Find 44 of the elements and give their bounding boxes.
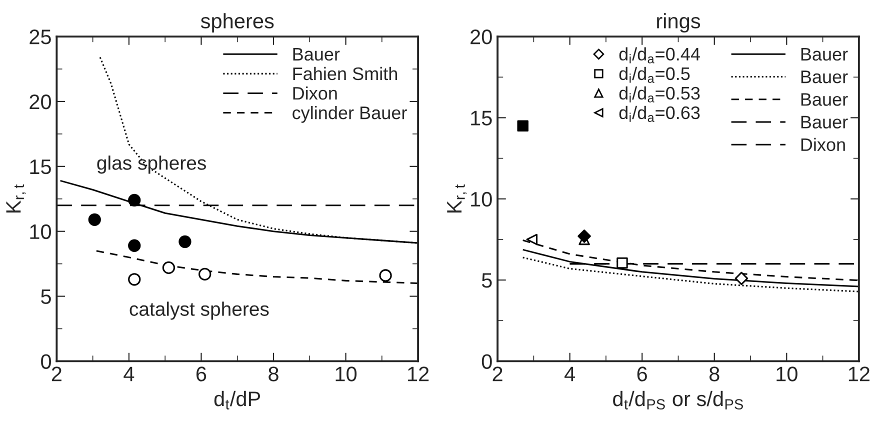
x-tick-label: 6 bbox=[196, 366, 206, 382]
x-tick-label: 8 bbox=[268, 366, 278, 382]
y-tick-label: 20 bbox=[470, 30, 492, 44]
legend-label: Bauer bbox=[801, 70, 848, 84]
legend-label: Bauer bbox=[801, 116, 848, 128]
x-tick-label: 8 bbox=[709, 366, 720, 382]
x-tick-label: 2 bbox=[492, 366, 502, 382]
x-tick-label: 4 bbox=[124, 366, 134, 382]
x-tick-label: 2 bbox=[52, 366, 62, 382]
y-axis-title: K$_{r,t}$ bbox=[447, 184, 467, 212]
y-tick-label: 20 bbox=[30, 94, 52, 110]
y-tick-label: 15 bbox=[30, 160, 51, 174]
y-tick-label: 10 bbox=[471, 192, 492, 207]
legend-label: d$_{i}$/d$_{a}$=0.53 bbox=[619, 86, 700, 102]
annotation: glas spheres bbox=[97, 156, 206, 174]
y-axis-title: K$_{r,t}$ bbox=[6, 184, 26, 212]
y-tick-label: 15 bbox=[471, 110, 492, 126]
legend-label: d$_{i}$/d$_{a}$=0.44 bbox=[619, 47, 700, 64]
y-tick-label: 0 bbox=[482, 354, 492, 369]
x-axis-title: d$_{t}$/dP bbox=[214, 390, 260, 410]
legend-label: d$_{i}$/d$_{a}$=0.63 bbox=[619, 106, 700, 122]
legend-label: Fahien Smith bbox=[293, 66, 398, 80]
x-tick-label: 10 bbox=[776, 366, 798, 382]
annotation: catalyst spheres bbox=[130, 302, 269, 320]
chart-title: rings bbox=[657, 13, 700, 33]
y-tick-label: 5 bbox=[482, 273, 492, 288]
legend-label: Bauer bbox=[293, 48, 340, 61]
y-tick-label: 0 bbox=[41, 354, 52, 369]
x-tick-label: 12 bbox=[408, 366, 429, 382]
legend-label: Bauer bbox=[801, 93, 848, 106]
x-tick-label: 4 bbox=[564, 366, 576, 382]
x-axis-title: d$_{t}$/d$_{PS}$ or s/d$_{PS}$ bbox=[613, 390, 744, 410]
y-tick-label: 10 bbox=[30, 224, 52, 240]
legend-label: Dixon bbox=[801, 138, 845, 152]
y-tick-label: 25 bbox=[30, 30, 51, 44]
x-tick-label: 10 bbox=[336, 366, 357, 382]
legend-label: Bauer bbox=[801, 48, 848, 61]
x-tick-label: 12 bbox=[848, 366, 870, 382]
y-tick-label: 5 bbox=[41, 289, 51, 304]
x-tick-label: 6 bbox=[637, 366, 647, 382]
chart-title: spheres bbox=[200, 13, 274, 33]
legend-label: d$_{i}$/d$_{a}$=0.5 bbox=[619, 66, 690, 83]
legend-label: cylinder Bauer bbox=[292, 106, 407, 123]
legend-label: Dixon bbox=[293, 86, 337, 100]
